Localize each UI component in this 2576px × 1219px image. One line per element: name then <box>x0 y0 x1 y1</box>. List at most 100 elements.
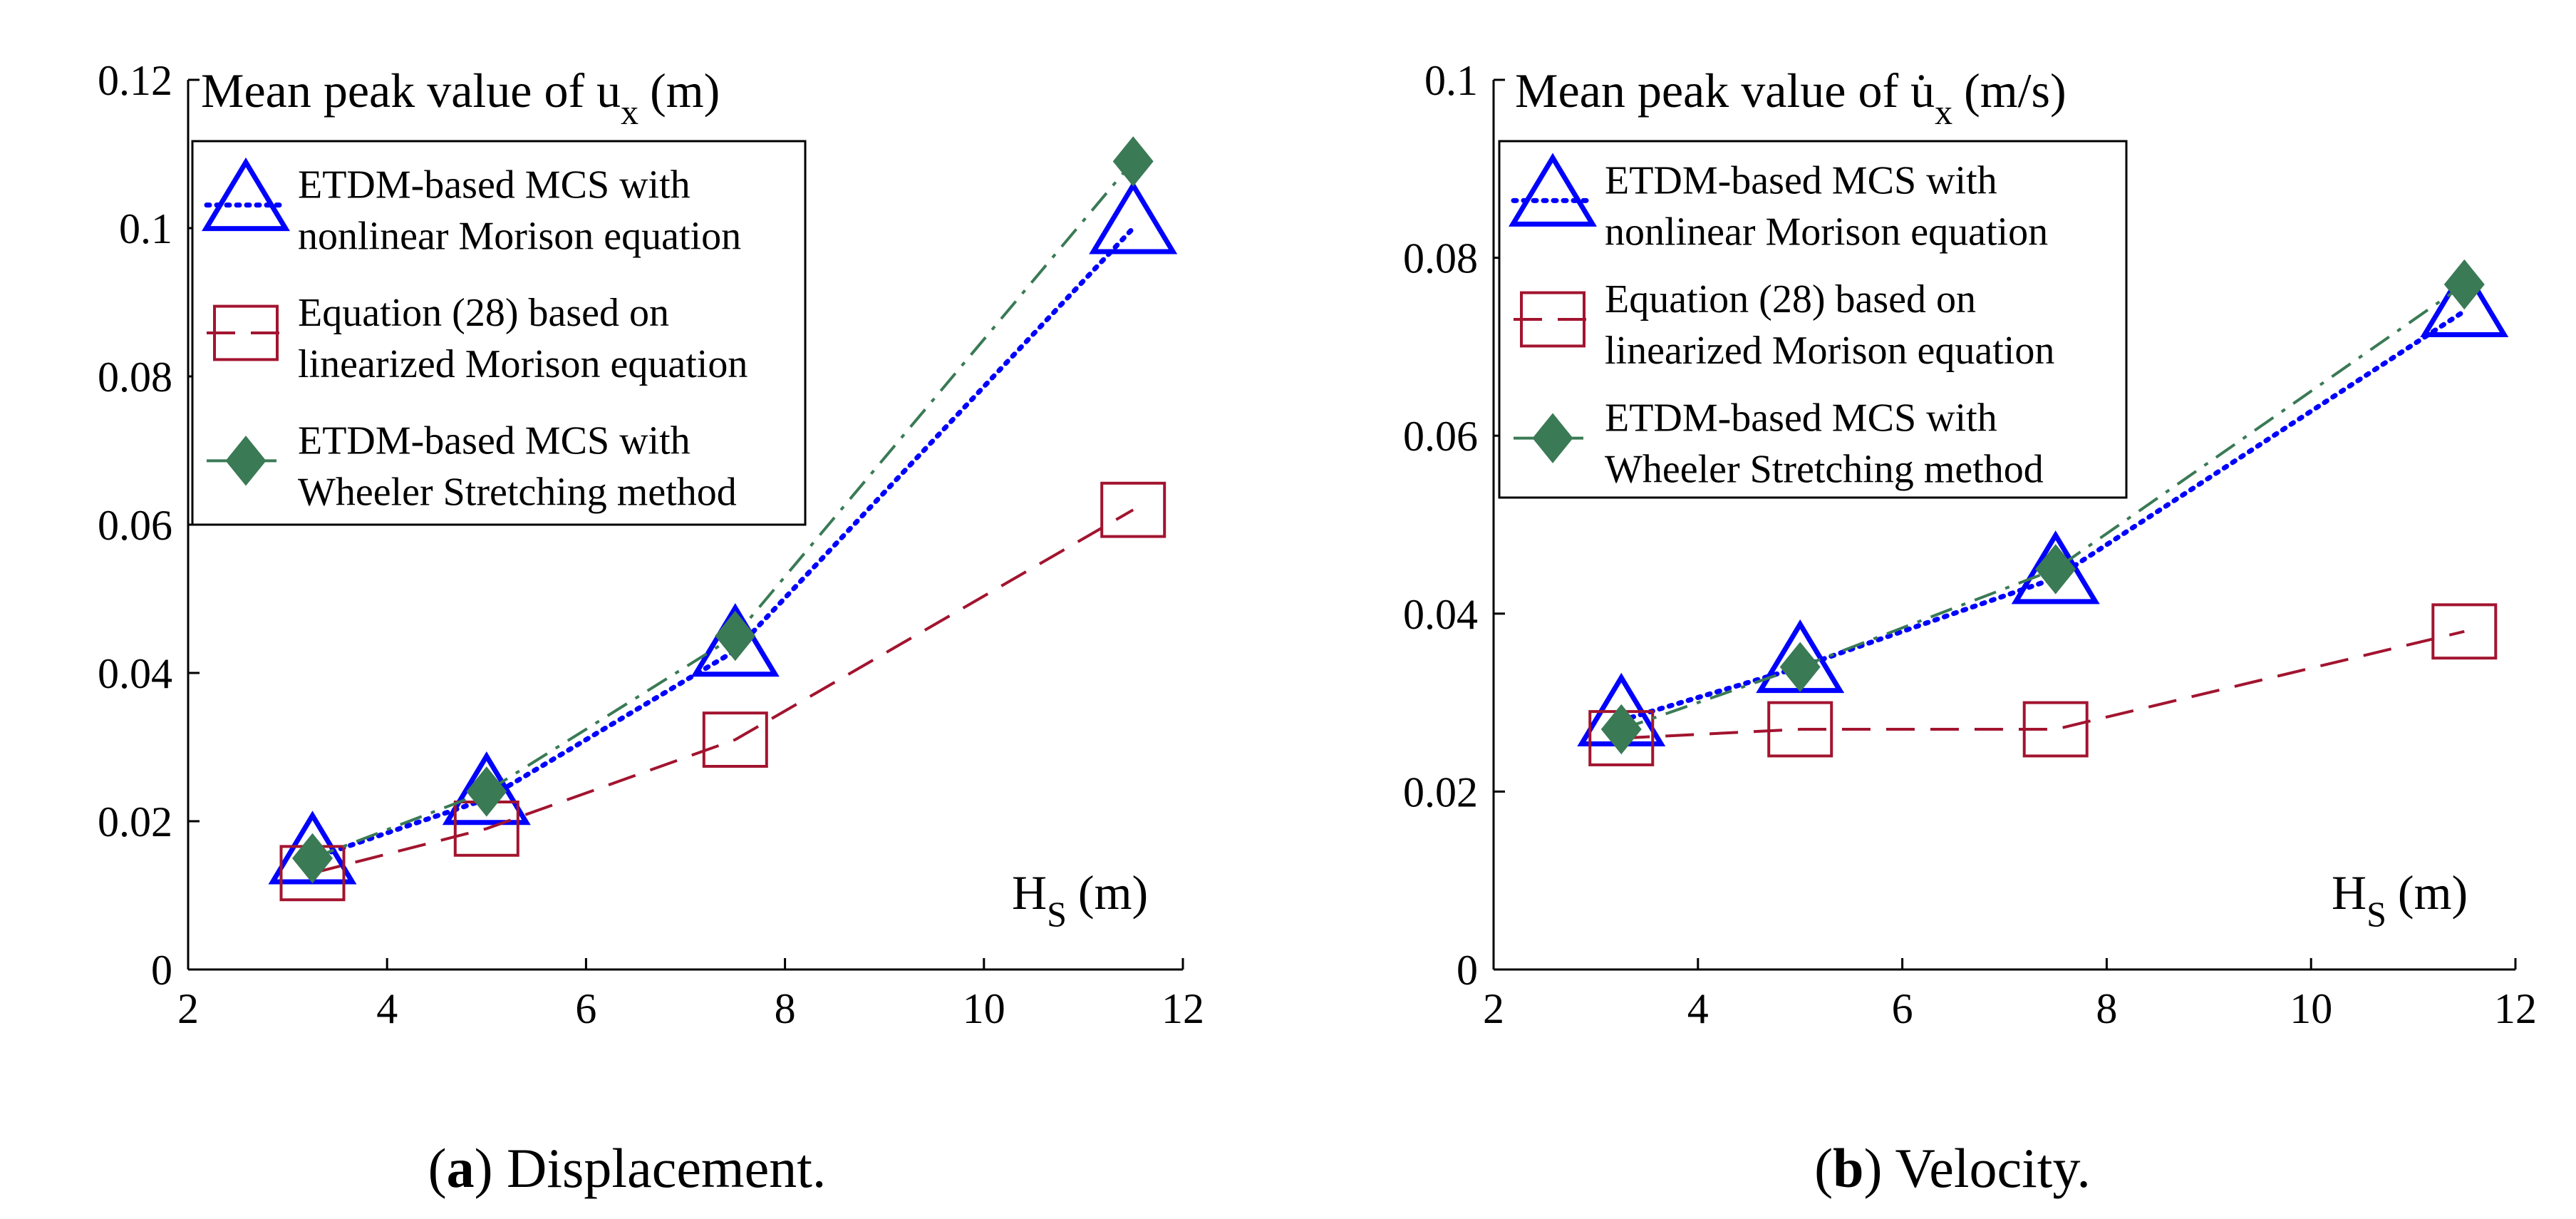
series-square <box>1588 603 2498 766</box>
x-tick-label: 2 <box>177 985 199 1032</box>
panel-caption: (b) Velocity. <box>1814 1137 2091 1199</box>
legend-label-line2: Wheeler Stretching method <box>1605 448 2044 492</box>
legend-label-line1: Equation (28) based on <box>298 291 669 335</box>
y-axis-label: Mean peak value of ux (m) <box>201 63 720 132</box>
y-label-main: Mean peak value of u̇ <box>1515 63 1935 118</box>
caption-letter: b <box>1833 1137 1863 1199</box>
y-tick-label: 0 <box>1457 947 1478 994</box>
caption-text: Displacement. <box>493 1137 827 1199</box>
panel-a-displacement: 2 4 6 8 10 12 0 0.02 0.04 0.06 0.08 0.1 0.12 Mean pea… <box>98 57 1204 1199</box>
x-label-subscript: S <box>2366 894 2386 934</box>
x-label-main: H <box>1012 865 1047 920</box>
x-tick-label: 8 <box>2096 985 2117 1032</box>
panel-b-velocity: 2 4 6 8 10 12 0 0.02 0.04 0.06 0.08 0.1 Mean peak va… <box>1403 57 2537 1199</box>
y-label-subscript: x <box>1935 92 1952 132</box>
diamond-marker <box>1779 642 1821 692</box>
series-diamond <box>1600 259 2485 755</box>
series-line <box>310 225 1136 861</box>
legend-label-line1: ETDM-based MCS with <box>1605 158 1997 202</box>
x-tick-label: 6 <box>1892 985 1913 1032</box>
x-tick-label: 12 <box>2494 985 2537 1032</box>
x-tick-label: 10 <box>2290 985 2332 1032</box>
x-tick-label: 12 <box>1162 985 1204 1032</box>
legend: ETDM-based MCS with nonlinear Morison equ… <box>191 140 807 526</box>
caption-paren: ) <box>1863 1137 1882 1199</box>
caption-paren: ) <box>475 1137 493 1199</box>
series-line <box>1621 629 2465 740</box>
caption-paren: ( <box>428 1137 447 1199</box>
y-tick-label: 0.1 <box>119 205 172 252</box>
series-line <box>311 160 1134 860</box>
legend-label: ETDM-based MCS with Wheeler Stretching me… <box>1605 396 2044 492</box>
series-diamond <box>292 136 1154 884</box>
caption-text: Velocity. <box>1882 1137 2090 1199</box>
x-tick-label: 4 <box>1687 985 1709 1032</box>
triangle-marker <box>2420 263 2509 337</box>
x-axis-label: HS (m) <box>1012 865 1148 934</box>
series-square <box>279 481 1167 902</box>
diamond-marker <box>225 436 267 486</box>
square-marker <box>702 711 768 768</box>
legend-box <box>1498 140 2128 499</box>
y-axis-label: Mean peak value of u̇x (m/s) <box>1515 63 2067 132</box>
legend-label-line2: Wheeler Stretching method <box>298 470 737 514</box>
square-marker <box>2431 603 2498 660</box>
legend-label-line2: linearized Morison equation <box>1605 329 2054 373</box>
x-tick-label: 10 <box>963 985 1005 1032</box>
x-tick-label: 2 <box>1483 985 1504 1032</box>
legend: ETDM-based MCS with nonlinear Morison equ… <box>1498 140 2128 499</box>
caption-letter: a <box>447 1137 475 1199</box>
y-tick-label: 0.08 <box>1403 235 1478 282</box>
caption-paren: ( <box>1814 1137 1833 1199</box>
x-axis-label: HS (m) <box>2332 865 2468 934</box>
y-tick-label: 0.08 <box>98 354 172 401</box>
legend-label-line2: nonlinear Morison equation <box>1605 210 2048 254</box>
legend-label-line1: ETDM-based MCS with <box>1605 396 1997 441</box>
triangle-marker <box>442 751 531 825</box>
y-label-unit: (m/s) <box>1964 63 2067 118</box>
y-tick-label: 0.04 <box>1403 591 1478 638</box>
x-label-main: H <box>2332 865 2366 920</box>
y-label-subscript: x <box>621 92 638 132</box>
x-tick-label: 8 <box>775 985 796 1032</box>
y-tick-label: 0.1 <box>1424 57 1478 104</box>
diamond-marker <box>1600 704 1642 755</box>
diamond-marker <box>2035 544 2076 595</box>
legend-label: ETDM-based MCS with nonlinear Morison equ… <box>1605 158 2048 254</box>
square-marker <box>1767 701 1833 758</box>
series-line <box>1620 283 2466 731</box>
y-tick-label: 0 <box>151 947 172 994</box>
x-label-unit: (m) <box>2398 865 2468 920</box>
diamond-marker <box>292 833 333 884</box>
y-tick-label: 0.06 <box>98 502 172 549</box>
square-marker <box>1520 291 1586 348</box>
legend-label-line1: Equation (28) based on <box>1605 277 1976 322</box>
triangle-marker <box>690 602 780 677</box>
x-tick-label: 6 <box>575 985 596 1032</box>
y-label-unit: (m) <box>650 63 720 118</box>
series-line <box>1618 308 2467 724</box>
diamond-marker <box>2443 259 2485 310</box>
legend-label: ETDM-based MCS with Wheeler Stretching me… <box>298 418 737 514</box>
legend-label-line2: nonlinear Morison equation <box>298 215 741 259</box>
triangle-marker <box>1509 153 1597 227</box>
triangle-marker <box>2011 530 2100 605</box>
legend-label: Equation (28) based on linearized Morison… <box>1605 277 2054 373</box>
legend-label-line2: linearized Morison equation <box>298 342 748 386</box>
y-tick-label: 0.02 <box>98 798 172 845</box>
legend-label-line1: ETDM-based MCS with <box>298 163 690 207</box>
x-label-unit: (m) <box>1078 865 1148 920</box>
x-tick-label: 4 <box>376 985 398 1032</box>
diamond-marker <box>1532 413 1573 463</box>
legend-label: ETDM-based MCS with nonlinear Morison equ… <box>298 163 741 259</box>
legend-label: Equation (28) based on linearized Morison… <box>298 291 748 386</box>
y-tick-label: 0.02 <box>1403 768 1478 816</box>
y-tick-label: 0.06 <box>1403 413 1478 460</box>
triangle-marker <box>1089 180 1178 254</box>
square-marker <box>213 304 279 361</box>
y-tick-label: 0.12 <box>98 57 172 104</box>
panel-caption: (a) Displacement. <box>428 1137 827 1199</box>
diamond-marker <box>1112 136 1154 187</box>
legend-box <box>191 140 807 526</box>
